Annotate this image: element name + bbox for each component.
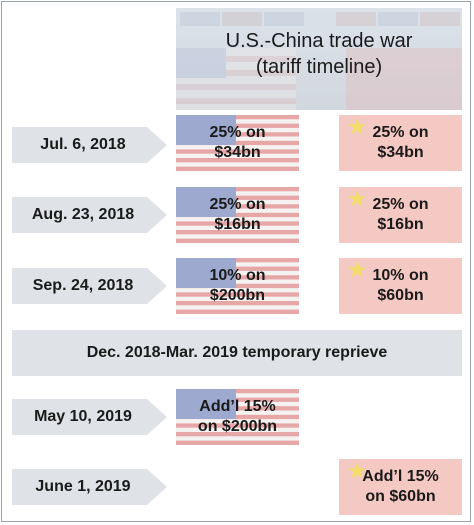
reprieve-band: Dec. 2018-Mar. 2019 temporary reprieve (12, 330, 462, 376)
cn-tariff-line1: 10% on (372, 267, 429, 284)
us-tariff-line1: 25% on (209, 124, 266, 141)
cn-tariff-line1: Add’l 15% (362, 468, 439, 485)
us-tariff-box-jul-2018: 25% on $34bn (176, 115, 299, 171)
header-banner: U.S.-China trade war (tariff timeline) (176, 8, 462, 110)
arrow-shape (12, 127, 167, 163)
cn-tariff-line1: 25% on (372, 196, 429, 213)
cn-tariff-box-aug-2018: 25% on $16bn (339, 187, 462, 243)
cn-tariff-line1: 25% on (372, 124, 429, 141)
us-flag-icon (176, 258, 299, 314)
us-tariff-box-aug-2018: 25% on $16bn (176, 187, 299, 243)
arrow-shape (12, 399, 167, 435)
arrow-shape (12, 197, 167, 233)
arrow-shape (12, 469, 167, 505)
us-tariff-line2: $200bn (209, 287, 266, 304)
china-flag-icon (339, 187, 462, 243)
date-arrow-may-2019: May 10, 2019 (12, 399, 167, 435)
arrow-shape (12, 268, 167, 304)
us-tariff-line1: 25% on (209, 196, 266, 213)
us-flag-icon (176, 187, 299, 243)
date-label: May 10, 2019 (34, 408, 132, 425)
us-flag-icon (176, 115, 299, 171)
date-label: Aug. 23, 2018 (31, 206, 135, 223)
cn-tariff-box-jul-2018: 25% on $34bn (339, 115, 462, 171)
us-tariff-line2: $16bn (214, 216, 261, 233)
us-tariff-line1: 10% on (209, 267, 266, 284)
us-tariff-line2: $34bn (214, 144, 261, 161)
date-arrow-jun-2019: June 1, 2019 (12, 469, 167, 505)
date-label: Jul. 6, 2018 (40, 136, 126, 153)
date-label: Sep. 24, 2018 (32, 277, 134, 294)
header-title-line1: U.S.-China trade war (225, 30, 413, 52)
us-tariff-box-sep-2018: 10% on $200bn (176, 258, 299, 314)
cn-tariff-box-jun-2019: Add’l 15% on $60bn (339, 459, 462, 515)
cn-tariff-line2: $34bn (377, 144, 424, 161)
china-flag-icon (339, 258, 462, 314)
header-background (176, 8, 462, 110)
header-title-line2: (tariff timeline) (255, 56, 383, 78)
us-tariff-line1: Add’l 15% (199, 398, 276, 415)
us-tariff-box-may-2019: Add’l 15% on $200bn (176, 389, 299, 445)
china-flag-icon (339, 115, 462, 171)
header-title: U.S.-China trade war (tariff timeline) (176, 28, 462, 80)
cn-tariff-line2: on $60bn (365, 488, 436, 505)
us-tariff-line2: on $200bn (197, 418, 278, 435)
china-flag-icon (339, 459, 462, 515)
date-arrow-jul-2018: Jul. 6, 2018 (12, 127, 167, 163)
date-arrow-sep-2018: Sep. 24, 2018 (12, 268, 167, 304)
date-label: June 1, 2019 (35, 478, 131, 495)
us-flag-icon (176, 389, 299, 445)
cn-tariff-line2: $16bn (377, 216, 424, 233)
cn-tariff-box-sep-2018: 10% on $60bn (339, 258, 462, 314)
cn-tariff-line2: $60bn (377, 287, 424, 304)
date-arrow-aug-2018: Aug. 23, 2018 (12, 197, 167, 233)
